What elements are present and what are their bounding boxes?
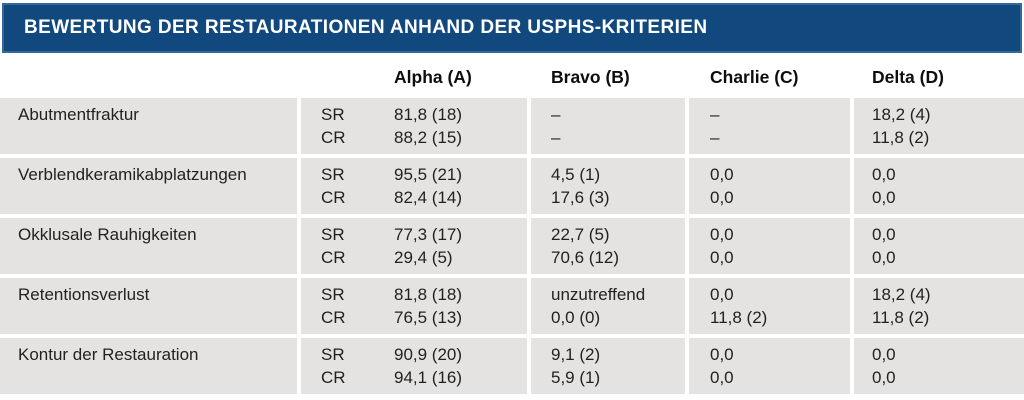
rating-key-cr: CR [321,368,346,387]
rating-key-cr: CR [321,248,346,267]
value-cr-bravo: – [551,128,561,147]
cell-delta: 18,2 (4) 11,8 (2) [854,278,1024,334]
value-cr-alpha: 82,4 (14) [394,188,463,207]
rating-key-sr: SR [321,345,345,364]
value-cr-charlie: – [710,128,720,147]
cell-bravo: 9,1 (2) 5,9 (1) [531,338,685,394]
value-cr-delta: 11,8 (2) [872,308,930,327]
cell-charlie: 0,0 0,0 [689,338,850,394]
column-header-alpha: Alpha (A) [394,66,472,87]
rating-key-sr: SR [321,105,345,124]
value-cr-bravo: 0,0 (0) [551,308,601,327]
cell-bravo: unzutreffend 0,0 (0) [531,278,685,334]
value-sr-alpha: 90,9 (20) [394,345,463,364]
criterion-label: Okklusale Rauhigkeiten [0,218,297,274]
table-title-bar: BEWERTUNG DER RESTAURATIONEN ANHAND DER … [2,3,1022,53]
cell-charlie: 0,0 11,8 (2) [689,278,850,334]
criterion-label: Abutmentfraktur [0,98,297,154]
cell-charlie: – – [689,98,850,154]
value-sr-delta: 18,2 (4) [872,105,931,124]
value-sr-bravo: 22,7 (5) [551,225,610,244]
table-row-group: Retentionsverlust SR 81,8 (18) CR 76,5 (13… [0,278,1024,334]
cell-delta: 0,0 0,0 [854,338,1024,394]
value-cr-alpha: 88,2 (15) [394,128,463,147]
value-sr-bravo: 4,5 (1) [551,165,601,184]
rating-key-sr: SR [321,285,345,304]
value-cr-charlie: 0,0 [710,248,734,267]
value-sr-charlie: 0,0 [710,285,734,304]
value-cr-delta: 0,0 [872,188,896,207]
value-sr-bravo: – [551,105,561,124]
value-cr-delta: 0,0 [872,248,896,267]
cell-bravo: 4,5 (1) 17,6 (3) [531,158,685,214]
value-cr-delta: 0,0 [872,368,896,387]
table-row-group: Verblendkeramikabplatzungen SR 95,5 (21) … [0,158,1024,214]
cell-alpha: SR 90,9 (20) CR 94,1 (16) [301,338,527,394]
value-sr-delta: 0,0 [872,165,896,184]
cell-alpha: SR 95,5 (21) CR 82,4 (14) [301,158,527,214]
cell-alpha: SR 77,3 (17) CR 29,4 (5) [301,218,527,274]
value-cr-charlie: 11,8 (2) [710,308,768,327]
cell-delta: 0,0 0,0 [854,158,1024,214]
column-header-row: Alpha (A) Bravo (B) Charlie (C) Delta (D… [0,56,1024,98]
cell-alpha: SR 81,8 (18) CR 76,5 (13) [301,278,527,334]
value-cr-bravo: 5,9 (1) [551,368,601,387]
rating-key-cr: CR [321,188,346,207]
cell-charlie: 0,0 0,0 [689,218,850,274]
value-cr-charlie: 0,0 [710,188,734,207]
cell-delta: 0,0 0,0 [854,218,1024,274]
value-sr-bravo: unzutreffend [551,285,646,304]
value-sr-charlie: 0,0 [710,165,734,184]
table-row-group: Kontur der Restauration SR 90,9 (20) CR 94… [0,338,1024,394]
cell-bravo: 22,7 (5) 70,6 (12) [531,218,685,274]
cell-delta: 18,2 (4) 11,8 (2) [854,98,1024,154]
criterion-label: Kontur der Restauration [0,338,297,394]
criterion-label: Verblendkeramikabplatzungen [0,158,297,214]
column-header-bravo: Bravo (B) [551,66,630,87]
value-sr-alpha: 81,8 (18) [394,105,463,124]
value-sr-delta: 0,0 [872,225,896,244]
value-cr-charlie: 0,0 [710,368,734,387]
table-row-group: Abutmentfraktur SR 81,8 (18) CR 88,2 (15) … [0,98,1024,154]
rating-key-cr: CR [321,128,346,147]
value-sr-alpha: 81,8 (18) [394,285,463,304]
value-sr-charlie: 0,0 [710,225,734,244]
value-sr-alpha: 77,3 (17) [394,225,463,244]
column-header-spacer [0,56,297,98]
value-cr-alpha: 76,5 (13) [394,308,463,327]
value-sr-bravo: 9,1 (2) [551,345,601,364]
table-row-group: Okklusale Rauhigkeiten SR 77,3 (17) CR 29,… [0,218,1024,274]
rating-key-cr: CR [321,308,346,327]
table-title: BEWERTUNG DER RESTAURATIONEN ANHAND DER … [24,17,708,38]
cell-bravo: – – [531,98,685,154]
column-header-delta: Delta (D) [872,66,944,87]
column-header-charlie: Charlie (C) [710,66,799,87]
cell-charlie: 0,0 0,0 [689,158,850,214]
value-cr-alpha: 29,4 (5) [394,248,453,267]
criterion-label: Retentionsverlust [0,278,297,334]
value-cr-bravo: 70,6 (12) [551,248,620,267]
value-cr-bravo: 17,6 (3) [551,188,610,207]
value-sr-delta: 18,2 (4) [872,285,931,304]
rating-key-sr: SR [321,165,345,184]
value-sr-charlie: 0,0 [710,345,734,364]
value-cr-alpha: 94,1 (16) [394,368,463,387]
value-cr-delta: 11,8 (2) [872,128,930,147]
rating-key-sr: SR [321,225,345,244]
value-sr-charlie: – [710,105,720,124]
cell-alpha: SR 81,8 (18) CR 88,2 (15) [301,98,527,154]
value-sr-delta: 0,0 [872,345,896,364]
value-sr-alpha: 95,5 (21) [394,165,463,184]
